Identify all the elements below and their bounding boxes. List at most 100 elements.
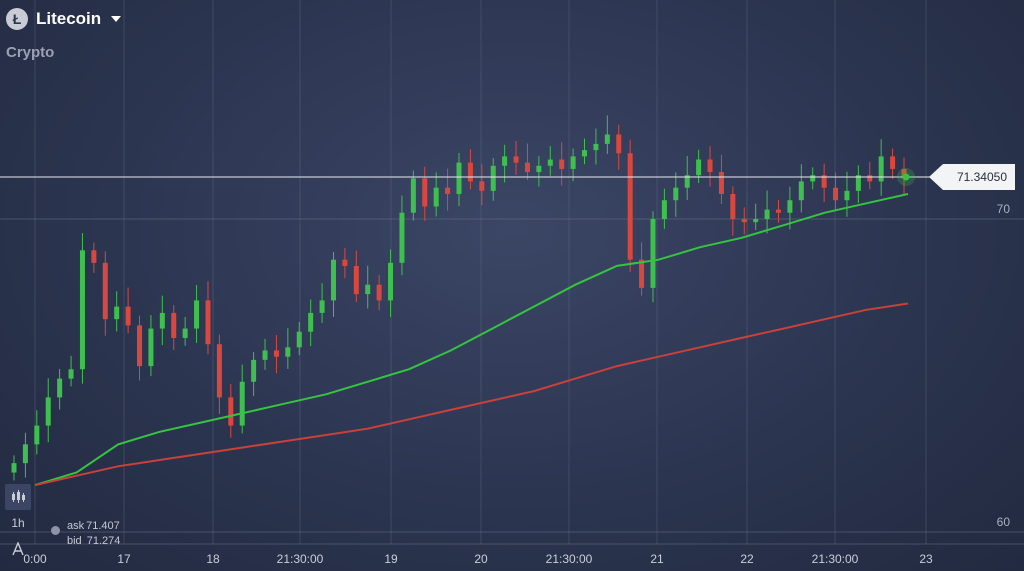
candle-body <box>34 425 40 445</box>
candle-body <box>365 284 371 295</box>
candle-body <box>285 347 291 357</box>
drawing-tool-icon[interactable] <box>5 536 31 562</box>
candle-body <box>764 209 770 219</box>
candle-body <box>570 156 576 169</box>
candle-body <box>91 250 97 263</box>
candle-body <box>650 219 656 288</box>
candle-body <box>855 175 861 191</box>
candle-body <box>536 165 542 173</box>
candle-body <box>718 172 724 194</box>
candle-body <box>171 312 177 338</box>
candle-body <box>159 312 165 329</box>
candle-body <box>798 181 804 201</box>
candle-body <box>433 187 439 207</box>
candle-body <box>787 200 793 213</box>
candle-body <box>490 165 496 191</box>
current-price-marker <box>902 173 910 181</box>
candle-body <box>308 312 314 332</box>
candle-body <box>810 175 816 182</box>
candle-body <box>456 162 462 194</box>
candle-body <box>707 159 713 173</box>
candle-body <box>216 344 222 398</box>
candle-body <box>114 306 120 320</box>
candle-body <box>205 300 211 345</box>
x-tick-label: 21:30:00 <box>812 552 859 566</box>
bid-value: 71.274 <box>86 535 121 547</box>
candle-body <box>388 262 394 301</box>
candle-body <box>445 187 451 194</box>
candle-body <box>148 328 154 367</box>
candle-body <box>684 175 690 188</box>
candle-body <box>262 350 268 360</box>
candle-body <box>627 153 633 260</box>
candle-body <box>775 209 781 213</box>
moving-average-slow-line <box>34 302 909 487</box>
candle-body <box>513 156 519 163</box>
candle-body <box>559 159 565 169</box>
x-tick-label: 21 <box>650 552 664 566</box>
candle-body <box>890 156 896 169</box>
candle-body <box>296 331 302 348</box>
x-tick-label: 23 <box>919 552 933 566</box>
candle-body <box>696 159 702 176</box>
candle-body <box>45 397 51 426</box>
candle-body <box>342 259 348 266</box>
candle-body <box>194 300 200 329</box>
y-tick-label: 70 <box>997 202 1011 216</box>
candle-body <box>502 156 508 166</box>
candle-body <box>741 219 747 223</box>
candle-body <box>547 159 553 166</box>
bid-label: bid <box>67 535 82 547</box>
candle-body <box>239 381 245 426</box>
candle-body <box>68 369 74 379</box>
y-tick-label: 60 <box>997 515 1011 529</box>
timeframe-button[interactable]: 1h <box>11 516 25 530</box>
candle-body <box>137 325 143 367</box>
candle-body <box>273 350 279 357</box>
ask-label: ask <box>67 520 85 532</box>
x-tick-label: 18 <box>206 552 220 566</box>
asset-name[interactable]: Litecoin <box>36 9 102 28</box>
y-axis-labels: 70 60 <box>997 202 1011 529</box>
info-icon <box>51 526 60 535</box>
candle-body <box>661 200 667 219</box>
candle-body <box>228 397 234 426</box>
candle-body <box>604 134 610 144</box>
asset-header[interactable]: Ł Litecoin <box>6 8 122 30</box>
chart-grid <box>0 0 1024 545</box>
current-price-line <box>0 168 930 187</box>
candle-body <box>479 181 485 191</box>
candle-body <box>330 259 336 301</box>
candle-body <box>467 162 473 182</box>
candle-body <box>821 175 827 188</box>
candle-body <box>182 328 188 338</box>
candle-body <box>867 175 873 182</box>
x-tick-label: 21:30:00 <box>546 552 593 566</box>
asset-category: Crypto <box>6 44 55 61</box>
candle-body <box>730 193 736 219</box>
candle-body <box>11 463 17 473</box>
candle-body <box>410 178 416 213</box>
candle-body <box>125 306 131 326</box>
x-tick-label: 17 <box>117 552 131 566</box>
moving-average-lines <box>34 193 909 487</box>
x-tick-label: 21:30:00 <box>277 552 324 566</box>
candlestick-chart-icon[interactable] <box>5 484 31 510</box>
candle-body <box>22 444 28 464</box>
candle-body <box>57 378 63 398</box>
moving-average-fast-line <box>34 193 909 487</box>
candle-body <box>376 284 382 301</box>
candle-body <box>102 262 108 320</box>
x-axis-labels: 0:00 17 18 21:30:00 19 20 21:30:00 21 22 21:30:00… <box>23 552 933 566</box>
candle-body <box>319 300 325 313</box>
x-tick-label: 20 <box>474 552 488 566</box>
candle-body <box>673 187 679 201</box>
candle-body <box>901 168 907 179</box>
caret-down-icon[interactable] <box>111 16 122 22</box>
candle-body <box>582 150 588 157</box>
candlesticks <box>11 115 907 481</box>
litecoin-icon: Ł <box>6 8 28 30</box>
quote-panel: ask 71.407 bid 71.274 <box>51 519 121 549</box>
candle-body <box>422 178 428 207</box>
